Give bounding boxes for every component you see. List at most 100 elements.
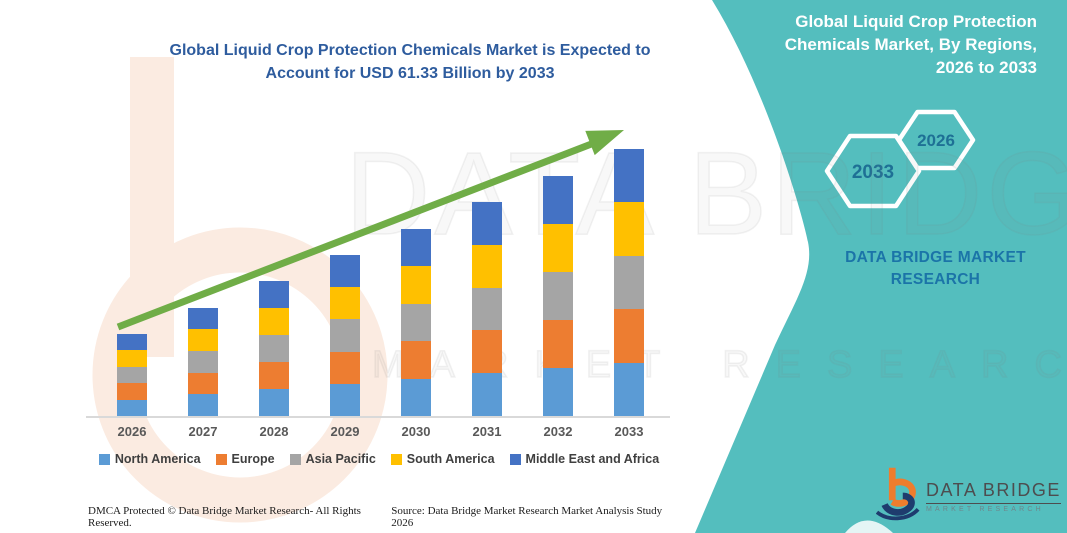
- bottom-white-notch: [845, 520, 893, 533]
- bar-segment-2028-north-america: [259, 389, 289, 416]
- x-axis-label-2026: 2026: [117, 424, 147, 439]
- logo-divider: [926, 503, 1061, 504]
- hexagon-2033-label: 2033: [852, 162, 894, 183]
- right-panel-title: Global Liquid Crop Protection Chemicals …: [727, 11, 1037, 79]
- chart-title-line2: Account for USD 61.33 Billion by 2033: [265, 65, 555, 83]
- right-panel-title-line3: 2026 to 2033: [935, 57, 1037, 77]
- logo-wordmark: DATA BRIDGE: [926, 480, 1061, 500]
- bar-segment-2026-south-america: [117, 350, 147, 367]
- hexagon-group: 2033 2026: [824, 109, 976, 209]
- x-axis-label-2029: 2029: [330, 424, 360, 439]
- bar-segment-2027-middle-east-and-africa: [188, 307, 218, 330]
- logo-subtitle: MARKET RESEARCH: [926, 506, 1044, 513]
- teal-panel-background: [695, 0, 1067, 533]
- bar-segment-2032-asia-pacific: [543, 271, 573, 320]
- dbmr-logo-icon: [876, 467, 920, 521]
- bar-segment-2033-europe: [614, 309, 644, 363]
- bar-segment-2027-south-america: [188, 329, 218, 351]
- hexagon-2026-label: 2026: [917, 131, 955, 150]
- bar-segment-2028-europe: [259, 362, 289, 389]
- bar-segment-2030-middle-east-and-africa: [401, 228, 431, 266]
- bar-segment-2031-south-america: [472, 244, 502, 288]
- legend-swatch: [98, 453, 110, 465]
- bar-segment-2029-south-america: [330, 287, 360, 320]
- bar-segment-2026-asia-pacific: [117, 366, 147, 384]
- chart-legend: North America Europe Asia Pacific South Ame…: [84, 452, 674, 466]
- bar-segment-2031-europe: [472, 330, 502, 374]
- stacked-bar-chart: 2026 2027 2028 2029 2030 2031 2032 2033: [86, 120, 672, 439]
- bar-2033: [614, 149, 644, 416]
- bar-2027: [188, 307, 218, 416]
- footer: DMCA Protected © Data Bridge Market Rese…: [88, 505, 672, 529]
- bar-segment-2029-europe: [330, 351, 360, 384]
- legend-item-north-america: North America: [98, 452, 201, 466]
- bar-segment-2032-europe: [543, 319, 573, 368]
- bar-segment-2029-middle-east-and-africa: [330, 255, 360, 288]
- bar-segment-2028-middle-east-and-africa: [259, 281, 289, 308]
- bar-segment-2033-middle-east-and-africa: [614, 149, 644, 203]
- bar-segment-2032-south-america: [543, 223, 573, 272]
- bar-2031: [472, 202, 502, 416]
- right-panel-title-line1: Global Liquid Crop Protection: [795, 12, 1037, 31]
- legend-label: Europe: [231, 452, 275, 466]
- bar-segment-2027-europe: [188, 372, 218, 395]
- legend-item-asia-pacific: Asia Pacific: [289, 452, 376, 466]
- dbmr-logo: DATA BRIDGE MARKET RESEARCH: [876, 467, 1061, 523]
- bar-segment-2029-asia-pacific: [330, 319, 360, 352]
- bar-segment-2030-asia-pacific: [401, 303, 431, 341]
- legend-swatch: [215, 453, 227, 465]
- legend-item-europe: Europe: [215, 452, 275, 466]
- brand-text: DATA BRIDGE MARKET RESEARCH: [843, 247, 1028, 290]
- bar-segment-2029-north-america: [330, 383, 360, 416]
- legend-label: Asia Pacific: [305, 452, 376, 466]
- bar-segment-2030-south-america: [401, 266, 431, 304]
- legend-label: South America: [406, 452, 495, 466]
- x-axis-label-2032: 2032: [543, 424, 573, 439]
- brand-text-line2: RESEARCH: [890, 270, 981, 288]
- x-axis-label-2031: 2031: [472, 424, 502, 439]
- bar-segment-2027-asia-pacific: [188, 350, 218, 373]
- bar-segment-2031-asia-pacific: [472, 287, 502, 331]
- bar-segment-2028-asia-pacific: [259, 335, 289, 362]
- x-axis-label-2030: 2030: [401, 424, 431, 439]
- legend-swatch: [390, 453, 402, 465]
- legend-label: North America: [114, 452, 201, 466]
- bar-segment-2026-north-america: [117, 399, 147, 416]
- legend-item-middle-east-and-africa: Middle East and Africa: [509, 452, 660, 466]
- bar-segment-2031-middle-east-and-africa: [472, 202, 502, 245]
- hexagon-2026: [896, 109, 976, 171]
- bar-segment-2033-north-america: [614, 362, 644, 416]
- legend-swatch: [509, 453, 521, 465]
- bar-2029: [330, 255, 360, 416]
- bar-segment-2030-europe: [401, 341, 431, 379]
- bar-segment-2032-middle-east-and-africa: [543, 175, 573, 224]
- x-axis-line: [86, 416, 670, 418]
- bar-segment-2027-north-america: [188, 394, 218, 416]
- legend-label: Middle East and Africa: [525, 452, 660, 466]
- x-axis-label-2028: 2028: [259, 424, 289, 439]
- x-axis-label-2027: 2027: [188, 424, 218, 439]
- bar-segment-2033-south-america: [614, 202, 644, 256]
- x-axis-label-2033: 2033: [614, 424, 644, 439]
- right-panel-title-line2: Chemicals Market, By Regions,: [784, 34, 1037, 54]
- bar-2028: [259, 281, 289, 416]
- bar-2032: [543, 175, 573, 416]
- brand-text-line1: DATA BRIDGE MARKET: [845, 249, 1026, 266]
- dmca-text: DMCA Protected © Data Bridge Market Rese…: [88, 505, 361, 529]
- bar-segment-2033-asia-pacific: [614, 255, 644, 310]
- hexagon-2033: [824, 133, 922, 209]
- bar-segment-2032-north-america: [543, 367, 573, 416]
- bar-segment-2026-middle-east-and-africa: [117, 334, 147, 351]
- chart-title-line1: Global Liquid Crop Protection Chemicals …: [169, 42, 651, 59]
- bar-2026: [117, 334, 147, 416]
- bar-segment-2026-europe: [117, 383, 147, 400]
- chart-title: Global Liquid Crop Protection Chemicals …: [120, 39, 700, 85]
- bar-segment-2031-north-america: [472, 373, 502, 416]
- legend-item-south-america: South America: [390, 452, 495, 466]
- legend-swatch: [289, 453, 301, 465]
- bar-2030: [401, 228, 431, 416]
- bar-segment-2030-north-america: [401, 378, 431, 416]
- source-text: Source: Data Bridge Market Research Mark…: [391, 505, 663, 529]
